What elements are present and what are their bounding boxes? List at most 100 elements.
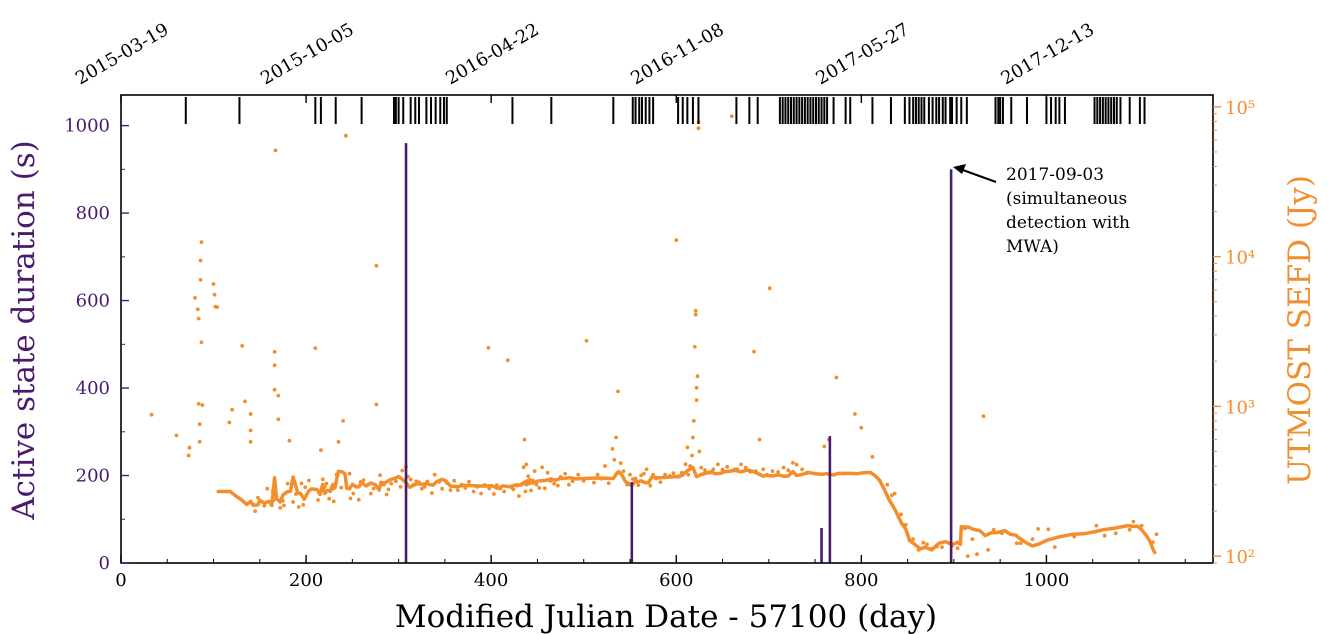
- sefd-point: [694, 398, 699, 403]
- sefd-point: [1052, 545, 1057, 549]
- sefd-point: [174, 433, 179, 438]
- sefd-point: [614, 435, 618, 440]
- sefd-point: [256, 495, 260, 500]
- sefd-point: [285, 481, 290, 486]
- sefd-point: [757, 437, 762, 442]
- sefd-point: [1030, 537, 1035, 541]
- sefd-point: [690, 453, 694, 458]
- sefd-point: [200, 403, 205, 407]
- sefd-point: [781, 465, 786, 470]
- sefd-point: [986, 548, 990, 552]
- sefd-point: [610, 447, 615, 451]
- x-tick-label: 1000: [1024, 570, 1070, 591]
- sefd-point: [303, 485, 308, 490]
- sefd-point: [981, 414, 986, 419]
- sefd-point: [975, 552, 979, 557]
- sefd-point: [479, 491, 483, 496]
- sefd-point: [356, 497, 361, 502]
- sefd-point: [595, 472, 600, 477]
- sefd-point: [674, 238, 679, 243]
- sefd-point: [248, 428, 253, 433]
- sefd-point: [555, 483, 560, 488]
- sefd-point: [970, 537, 975, 541]
- sefd-point: [276, 417, 281, 422]
- sefd-point: [313, 346, 318, 350]
- x-tick-label: 400: [474, 570, 508, 591]
- sefd-point: [885, 482, 890, 487]
- y-right-tick-label: 10⁴: [1225, 248, 1255, 269]
- sefd-point: [521, 465, 526, 470]
- sefd-point: [859, 425, 864, 430]
- sefd-point: [248, 439, 253, 444]
- sefd-point: [612, 457, 617, 462]
- sefd-point: [195, 307, 200, 312]
- sefd-point: [739, 462, 743, 467]
- sefd-point: [644, 467, 649, 472]
- y-left-tick-label: 0: [99, 553, 110, 574]
- sefd-point: [523, 489, 528, 494]
- sefd-trend-line: [216, 465, 1157, 555]
- annotation-line-3: detection with: [1006, 213, 1130, 233]
- sefd-point: [691, 419, 696, 423]
- sefd-point: [369, 491, 373, 496]
- sefd-point: [1046, 527, 1051, 532]
- annotation-arrow-line: [959, 168, 997, 183]
- sefd-point: [511, 487, 516, 492]
- sefd-point: [505, 358, 510, 363]
- sefd-point: [230, 407, 235, 412]
- sefd-point: [592, 480, 596, 485]
- sefd-point: [693, 308, 698, 313]
- sefd-point: [348, 496, 353, 501]
- y-right-tick-label: 10⁵: [1225, 98, 1255, 119]
- sefd-point: [374, 263, 379, 268]
- sefd-point: [262, 503, 267, 508]
- sefd-point: [570, 479, 575, 484]
- sefd-point: [394, 479, 398, 484]
- sefd-point: [911, 537, 916, 541]
- sefd-point: [1036, 527, 1040, 531]
- y-left-tick-label: 200: [76, 466, 110, 487]
- sefd-point: [603, 464, 607, 468]
- sefd-point: [467, 479, 471, 484]
- sefd-point: [940, 545, 944, 549]
- sefd-point: [197, 422, 202, 427]
- sefd-point: [693, 312, 698, 317]
- sefd-point: [526, 474, 531, 479]
- annotation-arrow-head: [953, 164, 966, 174]
- sefd-point: [378, 473, 382, 478]
- sefd-point: [272, 350, 277, 354]
- sefd-point: [695, 374, 700, 379]
- sefd-point: [193, 296, 197, 300]
- sefd-point: [925, 542, 929, 547]
- axes: 0 200 400 600 800 1000 2015-03-19 2015-10-05 201…: [64, 19, 1255, 591]
- sefd-point: [532, 469, 537, 473]
- sefd-point: [542, 486, 547, 491]
- sefd-point: [965, 554, 970, 558]
- sefd-point: [1154, 532, 1159, 537]
- sefd-point: [794, 462, 799, 467]
- sefd-point: [1127, 527, 1132, 532]
- sefd-point: [149, 412, 154, 417]
- sefd-point: [187, 445, 192, 450]
- sefd-point: [196, 401, 201, 406]
- sefd-point: [1102, 533, 1107, 538]
- sefd-point: [686, 472, 691, 477]
- sefd-point: [1139, 523, 1144, 528]
- x-tick-label: 200: [289, 570, 323, 591]
- x-tick-label: 600: [659, 570, 693, 591]
- sefd-point: [870, 455, 875, 459]
- y-left-tick-label: 600: [76, 291, 110, 312]
- sefd-point: [697, 449, 702, 454]
- sefd-point: [186, 453, 191, 458]
- top-date-label: 2015-03-19: [72, 19, 172, 89]
- x-tick-label: 800: [844, 570, 878, 591]
- sefd-point: [563, 471, 568, 476]
- sefd-point: [299, 481, 304, 486]
- sefd-point: [339, 485, 344, 490]
- sefd-point: [492, 492, 496, 496]
- sefd-point: [296, 505, 301, 509]
- sefd-point: [198, 258, 203, 263]
- sefd-point: [278, 506, 283, 510]
- sefd-point: [456, 488, 460, 492]
- sefd-point: [729, 114, 734, 119]
